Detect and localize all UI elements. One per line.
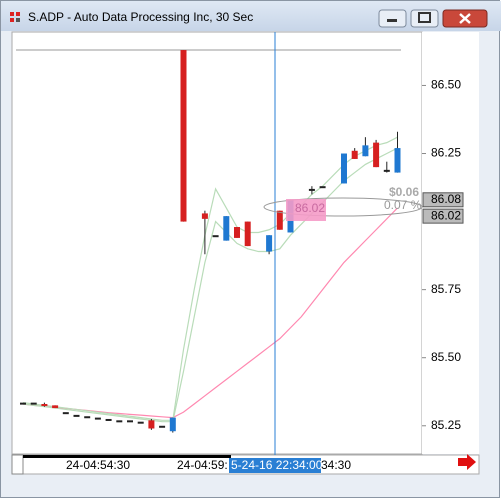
cursor-time-label: 5-24-16 22:34:00 (231, 458, 323, 472)
price-label: 86.08 (431, 192, 461, 206)
candle-body (180, 50, 187, 222)
order-box (286, 199, 326, 221)
price-label-box (422, 192, 464, 208)
close-icon (459, 13, 471, 24)
maximize-button[interactable] (410, 9, 439, 28)
candle-body (308, 188, 315, 191)
candle-body (244, 221, 251, 247)
candle-body (62, 412, 69, 415)
candle-body (394, 148, 401, 173)
candle-body (212, 235, 219, 238)
candle-body (20, 402, 26, 405)
cursor-time-bg (229, 458, 321, 473)
candle-body (52, 405, 59, 409)
scroll-box[interactable] (11, 454, 24, 475)
candle-body (373, 142, 380, 168)
y-tick-label: 85.50 (431, 350, 461, 364)
minimize-button[interactable] (378, 9, 407, 28)
plot-area (11, 31, 423, 455)
candle-body (266, 235, 273, 252)
candle-body (30, 402, 37, 405)
price-label-box (422, 208, 464, 224)
candle-body (159, 425, 166, 428)
order-label: 86.02 (295, 201, 325, 215)
y-axis-area (422, 32, 479, 454)
price-label: 86.02 (431, 208, 461, 222)
candle-body (169, 417, 176, 432)
candle-body (234, 227, 240, 238)
candle-body (116, 420, 123, 423)
candle-body (276, 210, 283, 230)
candle-body (94, 417, 101, 420)
candle-body (201, 213, 208, 219)
maximize-icon (418, 12, 431, 23)
candle-body (73, 414, 80, 417)
x-tick-label: 24-04:54:30 (66, 458, 130, 472)
change-label: $0.06 (389, 185, 419, 199)
candle-body (383, 169, 390, 172)
candle-body (319, 186, 326, 189)
candle-body (148, 420, 155, 429)
candle-body (84, 416, 91, 419)
candle-body (351, 150, 358, 159)
candle-body (105, 418, 112, 421)
candle-body (341, 153, 347, 184)
annotation-ellipse (263, 197, 423, 217)
scroll-arrow[interactable] (458, 454, 476, 470)
candle-body (223, 216, 230, 241)
indicator-line (22, 147, 398, 423)
x-tick-label: 34:30 (321, 458, 351, 472)
change-pct-label: 0.07 % (384, 198, 422, 212)
candle-body (127, 420, 133, 423)
candle-body (362, 145, 369, 157)
y-tick-label: 86.25 (431, 146, 461, 160)
app-icon (10, 12, 20, 22)
y-tick-label: 85.25 (431, 418, 461, 432)
x-tick-label: 24-04:59: (177, 458, 228, 472)
scroll-range (23, 455, 231, 458)
y-tick-label: 85.75 (431, 282, 461, 296)
candle-body (137, 421, 144, 424)
minimize-icon (387, 19, 397, 22)
window-title: S.ADP - Auto Data Processing Inc, 30 Sec (28, 10, 253, 24)
candle-body (41, 403, 48, 406)
y-tick-label: 86.50 (431, 78, 461, 92)
indicator-line (22, 136, 398, 421)
